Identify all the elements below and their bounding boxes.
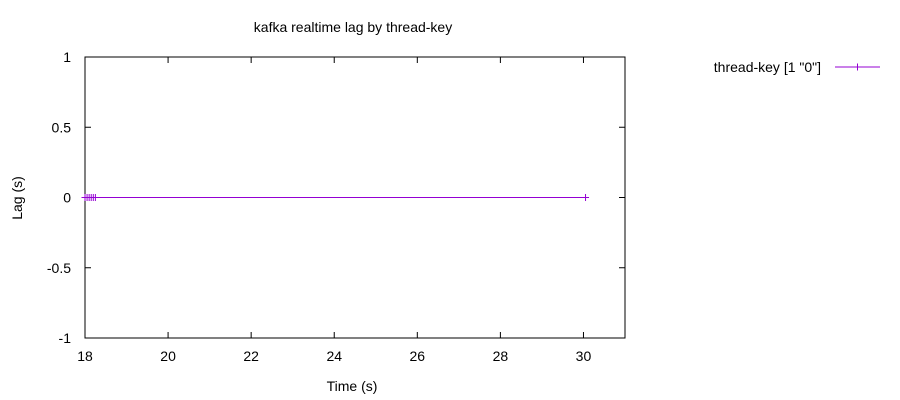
y-tick-label-2: 0 [63,190,71,206]
data-point-0-6 [582,194,590,201]
x-tick-label-5: 28 [493,348,509,364]
y-axis: 1 0.5 0 -0.5 -1 [47,49,625,346]
x-axis: 18 20 22 24 26 28 30 [77,57,591,364]
legend-label-series-0: thread-key [1 "0"] [714,59,821,75]
x-tick-label-3: 24 [326,348,342,364]
y-tick-label-4: -1 [59,330,72,346]
x-tick-label-2: 22 [243,348,259,364]
legend-sample-series-0 [835,63,880,71]
x-axis-label: Time (s) [327,378,378,394]
y-tick-label-0: 1 [63,49,71,65]
x-tick-label-0: 18 [77,348,93,364]
y-tick-label-1: 0.5 [52,119,72,135]
series-layer [81,194,590,201]
y-axis-label: Lag (s) [9,176,25,220]
x-tick-label-6: 30 [576,348,592,364]
chart-title: kafka realtime lag by thread-key [254,19,452,35]
data-point-0-5 [91,194,99,201]
x-tick-label-1: 20 [160,348,176,364]
x-tick-label-4: 26 [410,348,426,364]
y-tick-label-3: -0.5 [47,260,71,276]
legend: thread-key [1 "0"] [714,59,880,75]
